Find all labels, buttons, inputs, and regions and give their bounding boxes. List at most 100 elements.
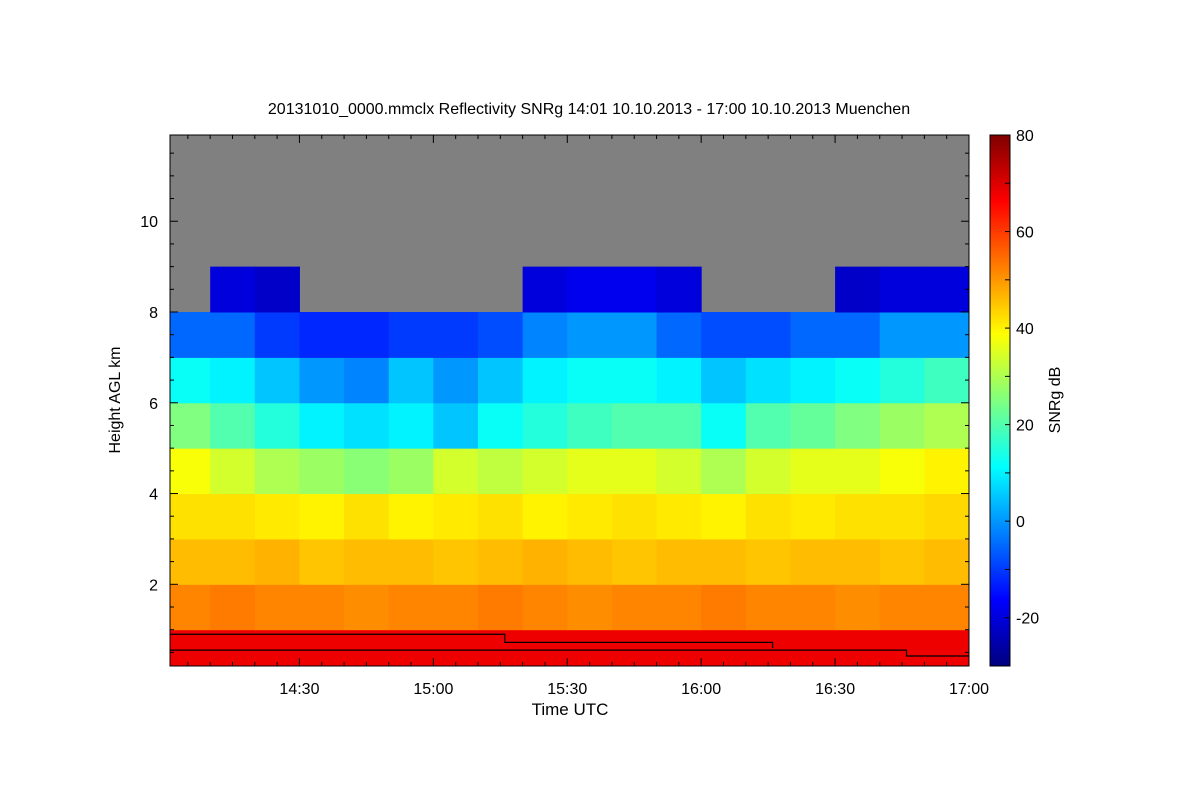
heatmap-cell [567, 584, 613, 631]
heatmap-cell [835, 357, 881, 404]
heatmap-cell [477, 402, 524, 449]
heatmap-cell [388, 538, 434, 585]
heatmap-cell [344, 493, 390, 540]
heatmap-cell [522, 357, 568, 404]
heatmap-cell [254, 266, 300, 313]
heatmap-cell [611, 312, 658, 358]
heatmap-cell [701, 448, 747, 495]
heatmap-cell [656, 448, 702, 495]
heatmap-cell [879, 312, 925, 358]
heatmap-cell [299, 538, 345, 585]
heatmap-cell [388, 493, 434, 540]
heatmap-cell [210, 357, 256, 404]
heatmap-cell [701, 629, 747, 667]
boundary-line [170, 649, 969, 657]
heatmap-cell [790, 312, 836, 358]
heatmap-cell [433, 357, 479, 404]
heatmap-cell [745, 538, 791, 585]
heatmap-cell [522, 493, 568, 540]
heatmap-cell [924, 357, 970, 404]
y-tick-label: 10 [140, 214, 158, 231]
colorbar-tick-label: 40 [1016, 321, 1034, 338]
heatmap-cell [745, 584, 791, 631]
heatmap-cell [210, 629, 256, 667]
heatmap-cell [254, 402, 300, 449]
heatmap-cell [879, 357, 925, 404]
x-tick-label: 14:30 [279, 681, 319, 698]
heatmap-cell [611, 448, 658, 495]
heatmap-cell [254, 448, 300, 495]
heatmap-cell [835, 402, 881, 449]
heatmap-cell [790, 448, 836, 495]
heatmap-cell [210, 538, 256, 585]
heatmap-cell [924, 538, 970, 585]
heatmap-cell [701, 493, 747, 540]
heatmap-cell [835, 584, 881, 631]
heatmap-cell [433, 629, 479, 667]
heatmap-cell [170, 493, 211, 540]
heatmap-cell [567, 448, 613, 495]
heatmap-cell [567, 629, 613, 667]
heatmap-cell [745, 312, 791, 358]
heatmap-cell [879, 584, 925, 631]
heatmap-cell [611, 584, 658, 631]
heatmap-cell [611, 357, 658, 404]
heatmap-cell [299, 357, 345, 404]
boundary-lines [170, 633, 969, 657]
plot-frame [169, 134, 970, 667]
y-axis-label: Height AGL km [107, 346, 124, 453]
x-tick-label: 16:00 [681, 681, 721, 698]
heatmap-cell [656, 402, 702, 449]
heatmap-cell [477, 538, 524, 585]
heatmap-cell [879, 493, 925, 540]
heatmap-cell [170, 584, 211, 631]
heatmap-cell [835, 629, 881, 667]
heatmap-cell [656, 266, 702, 313]
heatmap-cell [344, 312, 390, 358]
heatmap-cell [170, 402, 211, 449]
heatmap-cell [879, 629, 925, 667]
heatmap-cell [433, 402, 479, 449]
heatmap-cell [924, 448, 970, 495]
heatmap-cell [835, 448, 881, 495]
heatmap-cell [656, 493, 702, 540]
heatmap-cell [522, 312, 568, 358]
heatmap-cell [254, 312, 300, 358]
heatmap-cell [790, 584, 836, 631]
heatmap-cell [433, 448, 479, 495]
heatmap-cell [433, 538, 479, 585]
heatmap-cells [170, 135, 970, 667]
heatmap-cell [522, 402, 568, 449]
heatmap-cell [656, 312, 702, 358]
heatmap-cell [924, 629, 970, 667]
heatmap-cell [790, 357, 836, 404]
heatmap-cell [254, 584, 300, 631]
heatmap-cell [388, 584, 434, 631]
heatmap-cell [611, 402, 658, 449]
heatmap-cell [835, 538, 881, 585]
heatmap-cell [611, 266, 658, 313]
heatmap-cell [254, 629, 300, 667]
heatmap-cell [879, 448, 925, 495]
heatmap-cell [477, 448, 524, 495]
heatmap-cell [567, 312, 613, 358]
heatmap-cell [567, 402, 613, 449]
heatmap-cell [254, 538, 300, 585]
heatmap-cell [170, 538, 211, 585]
heatmap-cell [210, 448, 256, 495]
boundary-line [170, 633, 774, 648]
colorbar-tick-label: 0 [1016, 514, 1025, 531]
heatmap-cell [210, 312, 256, 358]
heatmap-cell [745, 402, 791, 449]
heatmap-cell [701, 357, 747, 404]
heatmap-cell [745, 357, 791, 404]
heatmap-cell [477, 312, 524, 358]
x-axis: 14:30 15:00 15:30 16:00 16:30 17:00 [187, 135, 989, 698]
heatmap-cell [567, 266, 613, 313]
heatmap-cell [745, 629, 791, 667]
heatmap-cell [433, 312, 479, 358]
heatmap-cell [835, 266, 881, 313]
heatmap-cell [170, 312, 211, 358]
y-tick-label: 6 [149, 396, 158, 413]
heatmap-cell [879, 538, 925, 585]
